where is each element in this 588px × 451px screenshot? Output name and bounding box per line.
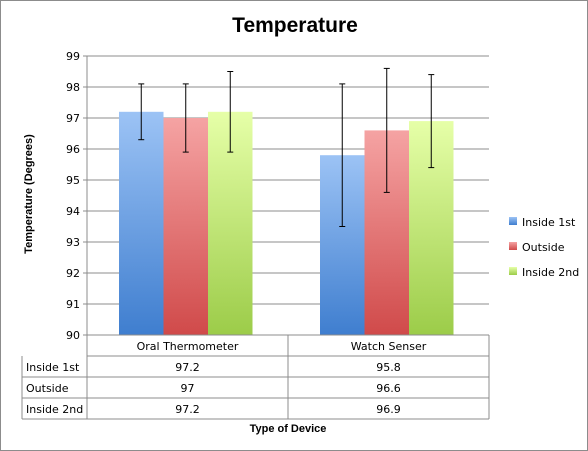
table-row-header: Inside 1st (26, 361, 80, 374)
table-row-header: Outside (26, 382, 69, 395)
bars (119, 111, 454, 335)
table-cell: 97.2 (175, 361, 200, 374)
table-cell: 97 (181, 382, 195, 395)
legend: Inside 1st Outside Inside 2nd (509, 216, 579, 279)
bar (119, 111, 164, 335)
legend-swatch (509, 217, 517, 225)
data-table: Oral Thermometer Watch Senser Inside 1st 97… (21, 335, 490, 420)
x-axis-title: Type of Device (250, 423, 327, 435)
table-cell: 97.2 (175, 403, 200, 416)
table-cell: 96.9 (376, 403, 401, 416)
legend-swatch (509, 242, 517, 250)
y-tick-label: 90 (66, 329, 80, 342)
y-axis-title: Temperature (Degrees) (23, 134, 35, 254)
legend-swatch (509, 267, 517, 275)
x-tick-label: Oral Thermometer (137, 340, 239, 353)
table-row-header: Inside 2nd (26, 403, 83, 416)
y-tick-label: 98 (66, 81, 80, 94)
table-cell: 95.8 (376, 361, 401, 374)
error-bars (138, 67, 435, 227)
bar (163, 118, 208, 335)
table-cell: 96.6 (376, 382, 401, 395)
legend-label: Inside 2nd (522, 266, 579, 279)
legend-label: Inside 1st (522, 216, 576, 229)
y-tick-label: 91 (66, 298, 80, 311)
y-tick-label: 95 (66, 174, 80, 187)
y-tick-label: 99 (66, 50, 80, 63)
legend-label: Outside (522, 241, 565, 254)
y-tick-label: 97 (66, 112, 80, 125)
y-tick-label: 94 (66, 205, 80, 218)
y-tick-label: 93 (66, 236, 80, 249)
y-tick-label: 92 (66, 267, 80, 280)
chart-title: Temperature (232, 14, 358, 37)
x-tick-label: Watch Senser (351, 340, 427, 353)
y-tick-label: 96 (66, 143, 80, 156)
